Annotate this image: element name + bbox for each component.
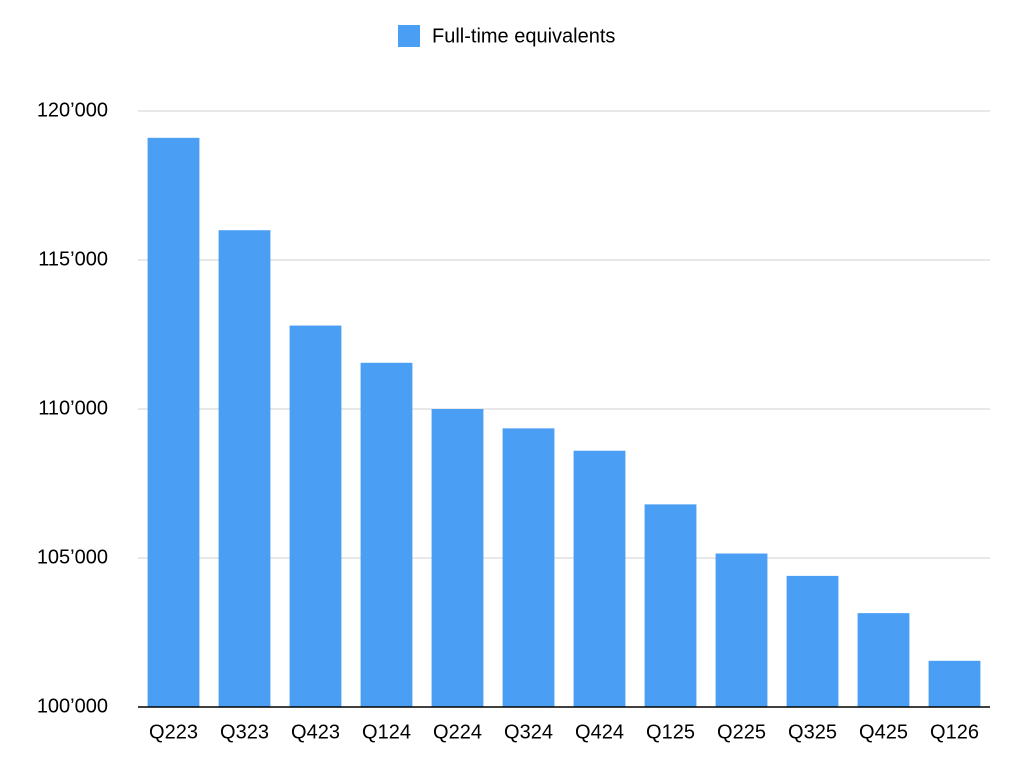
y-tick-label: 115’000	[38, 248, 108, 270]
x-tick-label: Q424	[575, 721, 624, 743]
bar	[857, 613, 910, 707]
x-tick-label: Q225	[717, 721, 766, 743]
x-tick-label: Q323	[220, 721, 269, 743]
x-tick-label: Q325	[788, 721, 837, 743]
bar	[573, 450, 626, 707]
x-tick-label: Q224	[433, 721, 482, 743]
x-tick-label: Q324	[504, 721, 553, 743]
bar	[431, 409, 484, 707]
bar	[289, 325, 342, 707]
y-tick-label: 100’000	[37, 695, 108, 717]
y-tick-label: 120’000	[37, 99, 108, 121]
y-tick-label: 110’000	[38, 397, 108, 419]
x-tick-label: Q125	[646, 721, 695, 743]
bar	[644, 504, 697, 707]
legend-swatch	[398, 25, 420, 47]
y-tick-label: 105’000	[37, 546, 108, 568]
bar	[928, 660, 981, 707]
bar	[502, 428, 555, 707]
bar	[786, 575, 839, 707]
bar	[360, 362, 413, 707]
x-tick-label: Q425	[859, 721, 908, 743]
x-tick-label: Q126	[930, 721, 979, 743]
x-tick-label: Q223	[149, 721, 198, 743]
legend-label: Full-time equivalents	[432, 25, 615, 47]
bar	[715, 553, 768, 707]
bar	[218, 230, 271, 707]
x-tick-label: Q124	[362, 721, 411, 743]
bar	[147, 137, 200, 707]
x-tick-label: Q423	[291, 721, 340, 743]
